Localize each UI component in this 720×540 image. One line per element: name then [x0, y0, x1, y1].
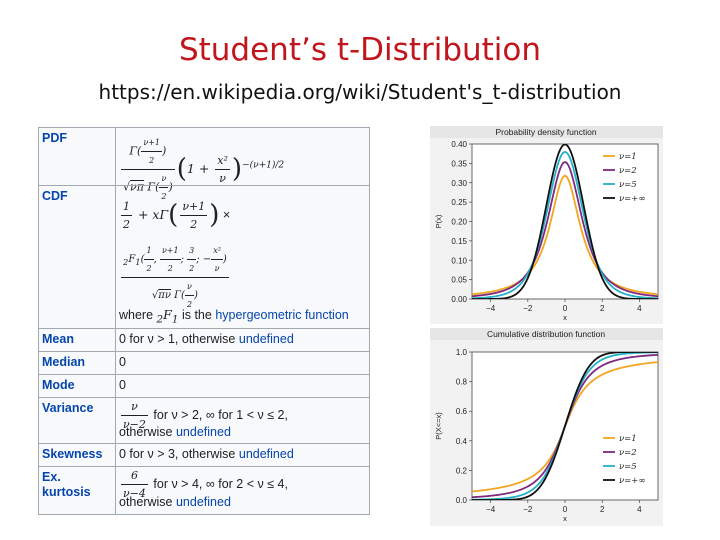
hypergeometric-link[interactable]: hypergeometric function — [215, 308, 349, 322]
variance-value-line2: otherwise undefined — [119, 424, 365, 441]
kurtosis-label-ex: Ex. — [42, 470, 61, 484]
variance-value: ν ν−2 for ν > 2, ∞ for 1 < ν ≤ 2, — [121, 400, 288, 431]
y-tick-label: 0.40 — [451, 140, 467, 149]
variance-otherwise: otherwise — [119, 425, 173, 439]
distribution-plots: Probability density function 0.00 0.05 0.10… — [430, 126, 663, 526]
cdf-formula-line2: 2F1(1 2, ν+1 2; 3 2; − x² ν) √πν Γ(ν 2) — [119, 242, 365, 313]
y-tick-label: 0.05 — [451, 276, 467, 285]
x-tick-label: 4 — [637, 304, 642, 313]
median-row: Median 0 — [39, 351, 369, 375]
y-tick-label: 0.4 — [456, 437, 468, 446]
y-tick-label: 0.0 — [456, 496, 468, 505]
mean-value: 0 for ν > 1, otherwise undefined — [119, 331, 365, 348]
x-axis-label: x — [563, 514, 567, 523]
legend-entry: ν=1 — [619, 152, 637, 162]
y-tick-label: 0.20 — [451, 218, 467, 227]
x-axis-label: x — [563, 313, 567, 322]
y-tick-label: 0.00 — [451, 295, 467, 304]
panel-title-bar — [430, 328, 663, 340]
mean-undefined-link[interactable]: undefined — [238, 332, 294, 346]
plots-svg: Probability density function0.000.050.10… — [430, 126, 663, 526]
y-axis-label: P(X<=x) — [434, 412, 443, 440]
x-tick-label: 4 — [637, 505, 642, 514]
legend-entry: ν=2 — [619, 166, 637, 176]
chart-panel-1: Probability density function 0.00 0.05 0.10… — [430, 126, 663, 324]
cdf-note: where 2F1 is the hypergeometric function — [119, 307, 349, 326]
legend-entry: ν=+∞ — [619, 476, 646, 486]
cdf-note-suffix: is the — [181, 308, 212, 322]
x-tick-label: 0 — [563, 505, 568, 514]
legend-entry: ν=1 — [619, 434, 637, 444]
kurtosis-label-kurtosis: kurtosis — [42, 485, 91, 499]
plot-area — [471, 143, 659, 300]
y-tick-label: 0.10 — [451, 256, 467, 265]
series-line-1 — [472, 174, 658, 296]
variance-value-text: for ν > 2, ∞ for 1 < ν ≤ 2, — [153, 407, 288, 422]
y-tick-label: 0.25 — [451, 198, 467, 207]
cdf-label[interactable]: CDF — [42, 189, 68, 203]
legend-entry: ν=+∞ — [619, 194, 646, 204]
y-tick-label: 0.35 — [451, 159, 467, 168]
y-tick-label: 0.30 — [451, 179, 467, 188]
mean-row: Mean 0 for ν > 1, otherwise undefined — [39, 328, 369, 352]
median-value: 0 — [119, 355, 126, 369]
x-tick-label: −2 — [523, 505, 533, 514]
x-tick-label: −4 — [486, 304, 496, 313]
variance-undefined-link[interactable]: undefined — [175, 425, 231, 439]
series-line-4 — [472, 144, 658, 299]
variance-label[interactable]: Variance — [42, 401, 94, 415]
skewness-row: Skewness 0 for ν > 3, otherwise undefine… — [39, 443, 369, 467]
mode-row: Mode 0 — [39, 374, 369, 398]
variance-row: Variance ν ν−2 for ν > 2, ∞ for 1 < ν ≤ 2… — [39, 397, 369, 444]
source-url[interactable]: https://en.wikipedia.org/wiki/Student's_… — [98, 80, 622, 104]
chart-panel-2: Cumulative distribution function 0.0 0.2 0.… — [430, 328, 663, 526]
legend-entry: ν=5 — [619, 180, 637, 190]
kurtosis-undefined-link[interactable]: undefined — [175, 495, 231, 509]
legend-entry: ν=2 — [619, 448, 637, 458]
kurtosis-value-text: for ν > 4, ∞ for 2 < ν ≤ 4, — [153, 476, 288, 491]
mode-value: 0 — [119, 378, 126, 392]
skewness-value: 0 for ν > 3, otherwise undefined — [119, 446, 365, 463]
mean-value-text: 0 for ν > 1, otherwise — [119, 332, 236, 346]
y-tick-label: 0.6 — [456, 407, 468, 416]
x-tick-label: 2 — [600, 304, 605, 313]
cdf-note-prefix: where — [119, 308, 154, 322]
pdf-formula: Γ(ν+1 2) √νπ Γ(ν 2) (1 + x² ν)−(ν+1)/2 — [119, 134, 365, 205]
chart-title: Cumulative distribution function — [487, 329, 605, 339]
skewness-label[interactable]: Skewness — [42, 447, 103, 461]
median-label[interactable]: Median — [42, 355, 86, 369]
y-axis-label: P(x) — [434, 214, 443, 228]
x-tick-label: −4 — [486, 505, 496, 514]
kurtosis-value: 6 ν−4 for ν > 4, ∞ for 2 < ν ≤ 4, — [121, 469, 288, 500]
legend-entry: ν=5 — [619, 462, 637, 472]
y-tick-label: 0.2 — [456, 466, 468, 475]
slide-title: Student’s t-Distribution — [178, 32, 542, 68]
y-tick-label: 0.8 — [456, 378, 468, 387]
skewness-undefined-link[interactable]: undefined — [238, 447, 294, 461]
x-tick-label: −2 — [523, 304, 533, 313]
mode-label[interactable]: Mode — [42, 378, 75, 392]
kurtosis-row: Ex. kurtosis 6 ν−4 for ν > 4, ∞ for 2 < ν… — [39, 466, 369, 515]
x-tick-label: 2 — [600, 505, 605, 514]
kurtosis-otherwise: otherwise — [119, 495, 173, 509]
distribution-infobox: PDF Γ(ν+1 2) √νπ Γ(ν 2) (1 + x² ν)−(ν+1)/2 CD… — [38, 127, 370, 515]
kurtosis-value-line2: otherwise undefined — [119, 494, 365, 511]
series-line-3 — [472, 150, 658, 299]
pdf-row: PDF Γ(ν+1 2) √νπ Γ(ν 2) (1 + x² ν)−(ν+1)/2 — [39, 128, 369, 201]
series-line-2 — [472, 161, 658, 298]
panel-title-bar — [430, 126, 663, 138]
pdf-label[interactable]: PDF — [42, 131, 67, 145]
y-tick-label: 1.0 — [456, 348, 468, 357]
x-tick-label: 0 — [563, 304, 568, 313]
series-line-4 — [472, 352, 658, 500]
skewness-value-text: 0 for ν > 3, otherwise — [119, 447, 236, 461]
kurtosis-label[interactable]: Ex. kurtosis — [42, 470, 91, 500]
chart-title: Probability density function — [495, 127, 596, 137]
mean-label[interactable]: Mean — [42, 332, 74, 346]
y-tick-label: 0.15 — [451, 237, 467, 246]
